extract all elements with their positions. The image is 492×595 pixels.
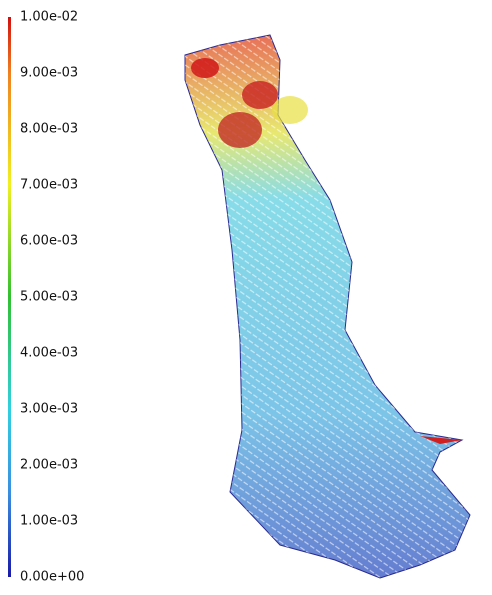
tick-label: 5.00e-03 xyxy=(20,290,78,305)
jet xyxy=(420,436,462,444)
tick-label: 1.00e-03 xyxy=(20,514,78,529)
tick-label: 2.00e-03 xyxy=(20,458,78,473)
tick-label: 1.00e-02 xyxy=(20,10,78,25)
colorbar xyxy=(8,17,11,577)
tick-label: 9.00e-03 xyxy=(20,66,78,81)
tick-label: 8.00e-03 xyxy=(20,122,78,137)
tick-label: 6.00e-03 xyxy=(20,234,78,249)
vortex xyxy=(191,58,219,78)
vortex xyxy=(218,112,262,148)
tick-label: 7.00e-03 xyxy=(20,178,78,193)
tick-label: 3.00e-03 xyxy=(20,402,78,417)
tick-label: 4.00e-03 xyxy=(20,346,78,361)
tick-label: 0.00e+00 xyxy=(20,570,84,585)
vector-field xyxy=(184,34,471,579)
vortex xyxy=(272,96,308,124)
flow-texture xyxy=(185,35,470,578)
vortex xyxy=(242,81,278,109)
